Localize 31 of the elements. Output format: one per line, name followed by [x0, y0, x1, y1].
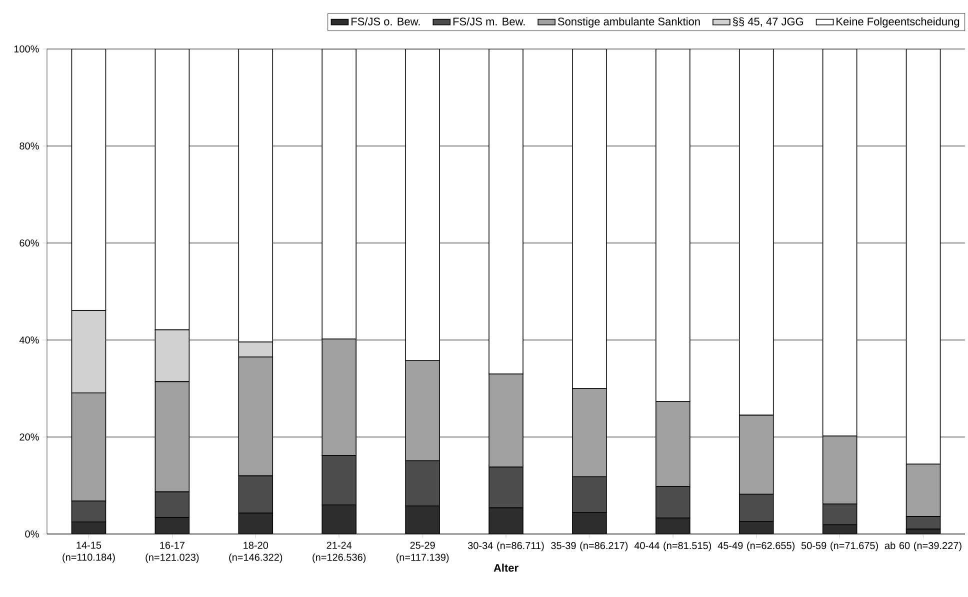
x-tick-label: 14-15 (n=110.184): [62, 542, 115, 563]
legend-label: Keine Folgeentscheidung: [836, 17, 960, 28]
y-tick-label: 100%: [14, 45, 39, 53]
x-tick-label: 35-39 (n=86.217): [551, 542, 628, 552]
bar: [238, 512, 274, 534]
legend-label: FS/JS m. Bew.: [453, 17, 525, 26]
x-tick-label: 30-34 (n=86.711): [468, 542, 544, 552]
x-tick-label: 40-44 (n=81.515): [634, 542, 712, 552]
x-tick-label: 21-24 (n=126.536): [312, 542, 366, 563]
bar: [322, 504, 356, 534]
y-tick-label: 20%: [20, 433, 39, 441]
x-axis-title: Alter: [494, 564, 518, 572]
legend-label: §§ 45, 47 JGG: [732, 17, 804, 27]
bar: [154, 517, 190, 534]
y-tick-label: 60%: [20, 239, 39, 247]
x-tick-label: 18-20 (n=146.322): [229, 542, 282, 563]
bar: [405, 505, 440, 534]
bar: [488, 507, 524, 534]
legend-label: Sonstige ambulante Sanktion: [558, 17, 700, 28]
bar: [656, 518, 690, 534]
y-tick-label: 40%: [19, 336, 39, 344]
y-tick-label: 80%: [20, 142, 39, 150]
x-tick-label: 25-29 (n=117.139): [396, 542, 449, 563]
x-tick-label: 50-59 (n=71.675): [801, 542, 878, 552]
legend-label: FS/JS o. Bew.: [352, 17, 420, 26]
x-tick-label: 16-17 (n=121.023): [146, 542, 199, 563]
bar: [572, 512, 607, 534]
bar: [822, 524, 857, 534]
x-tick-label: ab 60 (n=39.227): [884, 542, 962, 552]
x-tick-label: 45-49 (n=62.655): [718, 542, 795, 552]
y-tick-label: 0%: [25, 530, 39, 538]
